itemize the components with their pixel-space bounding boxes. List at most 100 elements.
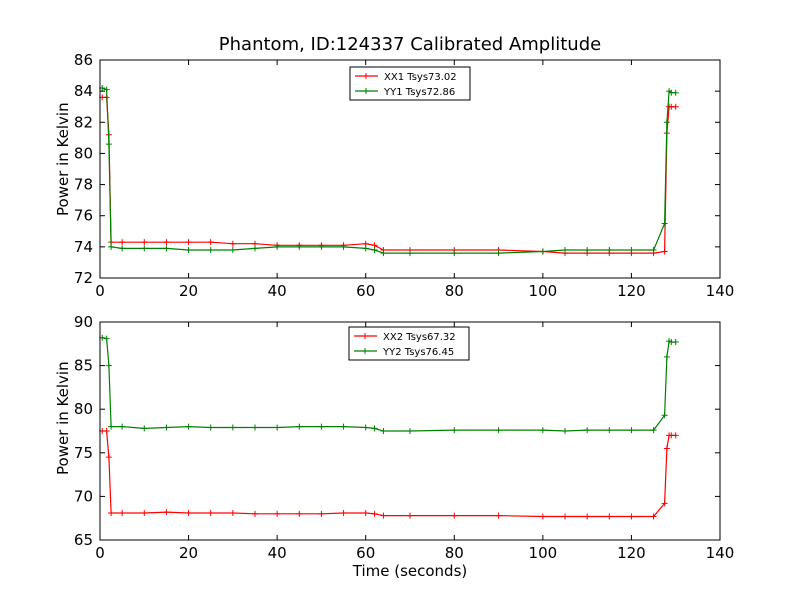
- data-point-0-0-4: [119, 239, 126, 246]
- y-tick-label-1-0: 65: [74, 531, 93, 549]
- y-tick-label-1-4: 85: [74, 357, 93, 375]
- data-point-1-1-15: [362, 424, 369, 431]
- data-point-1-0-26: [650, 513, 657, 520]
- data-point-0-1-22: [562, 246, 568, 253]
- data-point-0-1-25: [628, 246, 635, 253]
- data-point-1-1-17: [380, 428, 387, 434]
- data-point-1-1-7: [185, 423, 192, 430]
- data-point-1-0-10: [252, 510, 258, 517]
- data-point-1-0-28: [663, 445, 670, 452]
- data-point-0-1-14: [340, 243, 347, 250]
- x-tick-label-0-3: 60: [356, 282, 375, 300]
- x-tick-label-0-1: 20: [179, 282, 198, 300]
- x-tick-label-0-5: 100: [529, 282, 558, 300]
- data-point-1-0-3: [108, 509, 115, 516]
- data-point-0-1-13: [318, 243, 325, 250]
- data-point-1-1-26: [650, 427, 657, 434]
- y-tick-label-1-5: 90: [74, 313, 93, 331]
- data-point-1-0-22: [562, 513, 568, 520]
- data-point-0-1-17: [380, 250, 387, 257]
- data-point-0-1-7: [185, 246, 192, 253]
- data-point-0-1-11: [274, 243, 281, 250]
- y-tick-label-0-0: 72: [74, 269, 93, 287]
- data-point-0-1-15: [362, 245, 369, 252]
- data-point-1-0-25: [628, 513, 635, 520]
- data-point-0-1-23: [584, 246, 591, 253]
- data-point-1-0-14: [340, 509, 347, 516]
- y-tick-label-1-3: 80: [74, 400, 93, 418]
- legend-marker-1-0: [362, 333, 368, 339]
- x-tick-label-0-2: 40: [268, 282, 287, 300]
- legend-marker-0-1: [363, 88, 369, 94]
- data-point-0-1-4: [119, 245, 126, 252]
- data-point-0-0-5: [141, 239, 148, 246]
- data-point-1-1-28: [663, 353, 670, 360]
- data-point-1-1-21: [539, 427, 546, 434]
- data-point-0-1-24: [606, 246, 613, 253]
- data-point-1-0-20: [495, 512, 502, 519]
- data-point-1-0-2: [105, 454, 112, 461]
- x-tick-label-0-4: 80: [445, 282, 464, 300]
- data-point-0-1-18: [407, 250, 413, 257]
- data-point-0-1-3: [108, 243, 115, 250]
- legend-label-0-0: XX1 Tsys73.02: [384, 72, 457, 83]
- x-tick-label-0-0: 0: [95, 282, 105, 300]
- legend-box-1: [348, 326, 470, 361]
- legend-0: XX1 Tsys73.02 YY1 Tsys72.86: [349, 66, 471, 101]
- data-point-1-0-15: [362, 509, 369, 516]
- figure-title: Phantom, ID:124337 Calibrated Amplitude: [218, 34, 602, 55]
- data-point-1-1-13: [318, 423, 325, 430]
- data-point-0-1-27: [661, 220, 668, 227]
- data-point-1-1-6: [163, 424, 170, 431]
- data-point-1-1-24: [606, 427, 613, 434]
- bottom-xlabel: Time (seconds): [352, 562, 468, 580]
- x-tick-label-1-6: 120: [617, 544, 646, 562]
- data-point-1-0-8: [207, 509, 214, 516]
- data-point-0-1-31: [672, 89, 679, 96]
- data-point-0-1-16: [371, 246, 378, 253]
- data-point-1-0-5: [141, 509, 148, 516]
- y-tick-label-1-1: 70: [74, 487, 93, 505]
- data-point-1-1-12: [296, 423, 303, 430]
- data-point-1-1-3: [108, 423, 115, 430]
- x-tick-label-1-1: 20: [179, 544, 198, 562]
- data-point-0-0-31: [672, 103, 679, 110]
- data-point-1-1-16: [371, 425, 378, 432]
- data-point-0-1-5: [141, 245, 148, 252]
- data-point-0-1-10: [252, 245, 258, 252]
- data-point-1-1-10: [252, 424, 258, 431]
- legend-1: XX2 Tsys67.32 YY2 Tsys76.45: [348, 326, 470, 361]
- data-point-1-1-23: [584, 427, 591, 434]
- data-point-1-0-31: [672, 432, 679, 439]
- data-point-1-0-7: [185, 509, 192, 516]
- data-point-0-0-7: [185, 239, 192, 246]
- data-point-0-1-26: [650, 246, 657, 253]
- data-point-0-1-21: [539, 248, 546, 255]
- data-point-1-0-17: [380, 512, 387, 519]
- data-point-1-0-13: [318, 510, 325, 517]
- x-tick-label-0-6: 120: [617, 282, 646, 300]
- x-tick-label-1-0: 0: [95, 544, 105, 562]
- data-point-0-1-9: [229, 246, 236, 253]
- series-line-1-0: [102, 430, 676, 518]
- data-point-1-1-14: [340, 423, 347, 430]
- legend-box-0: [349, 66, 471, 101]
- axes-frame-0: [99, 59, 721, 279]
- x-tick-label-1-7: 140: [706, 544, 735, 562]
- data-point-0-0-8: [207, 239, 214, 246]
- legend-marker-1-1: [362, 348, 368, 354]
- data-point-1-1-20: [495, 427, 502, 434]
- data-point-1-1-5: [141, 425, 148, 432]
- data-point-0-1-12: [296, 243, 303, 250]
- legend-label-1-1: YY2 Tsys76.45: [382, 347, 454, 358]
- series-line-1-1: [102, 337, 676, 432]
- data-point-1-1-9: [229, 424, 236, 431]
- data-point-1-1-19: [451, 427, 458, 434]
- y-tick-label-0-5: 82: [74, 113, 93, 131]
- data-point-0-1-20: [495, 250, 502, 257]
- data-point-1-0-18: [407, 512, 413, 519]
- data-point-1-0-23: [584, 513, 591, 520]
- data-point-1-0-12: [296, 510, 303, 517]
- x-tick-label-1-3: 60: [356, 544, 375, 562]
